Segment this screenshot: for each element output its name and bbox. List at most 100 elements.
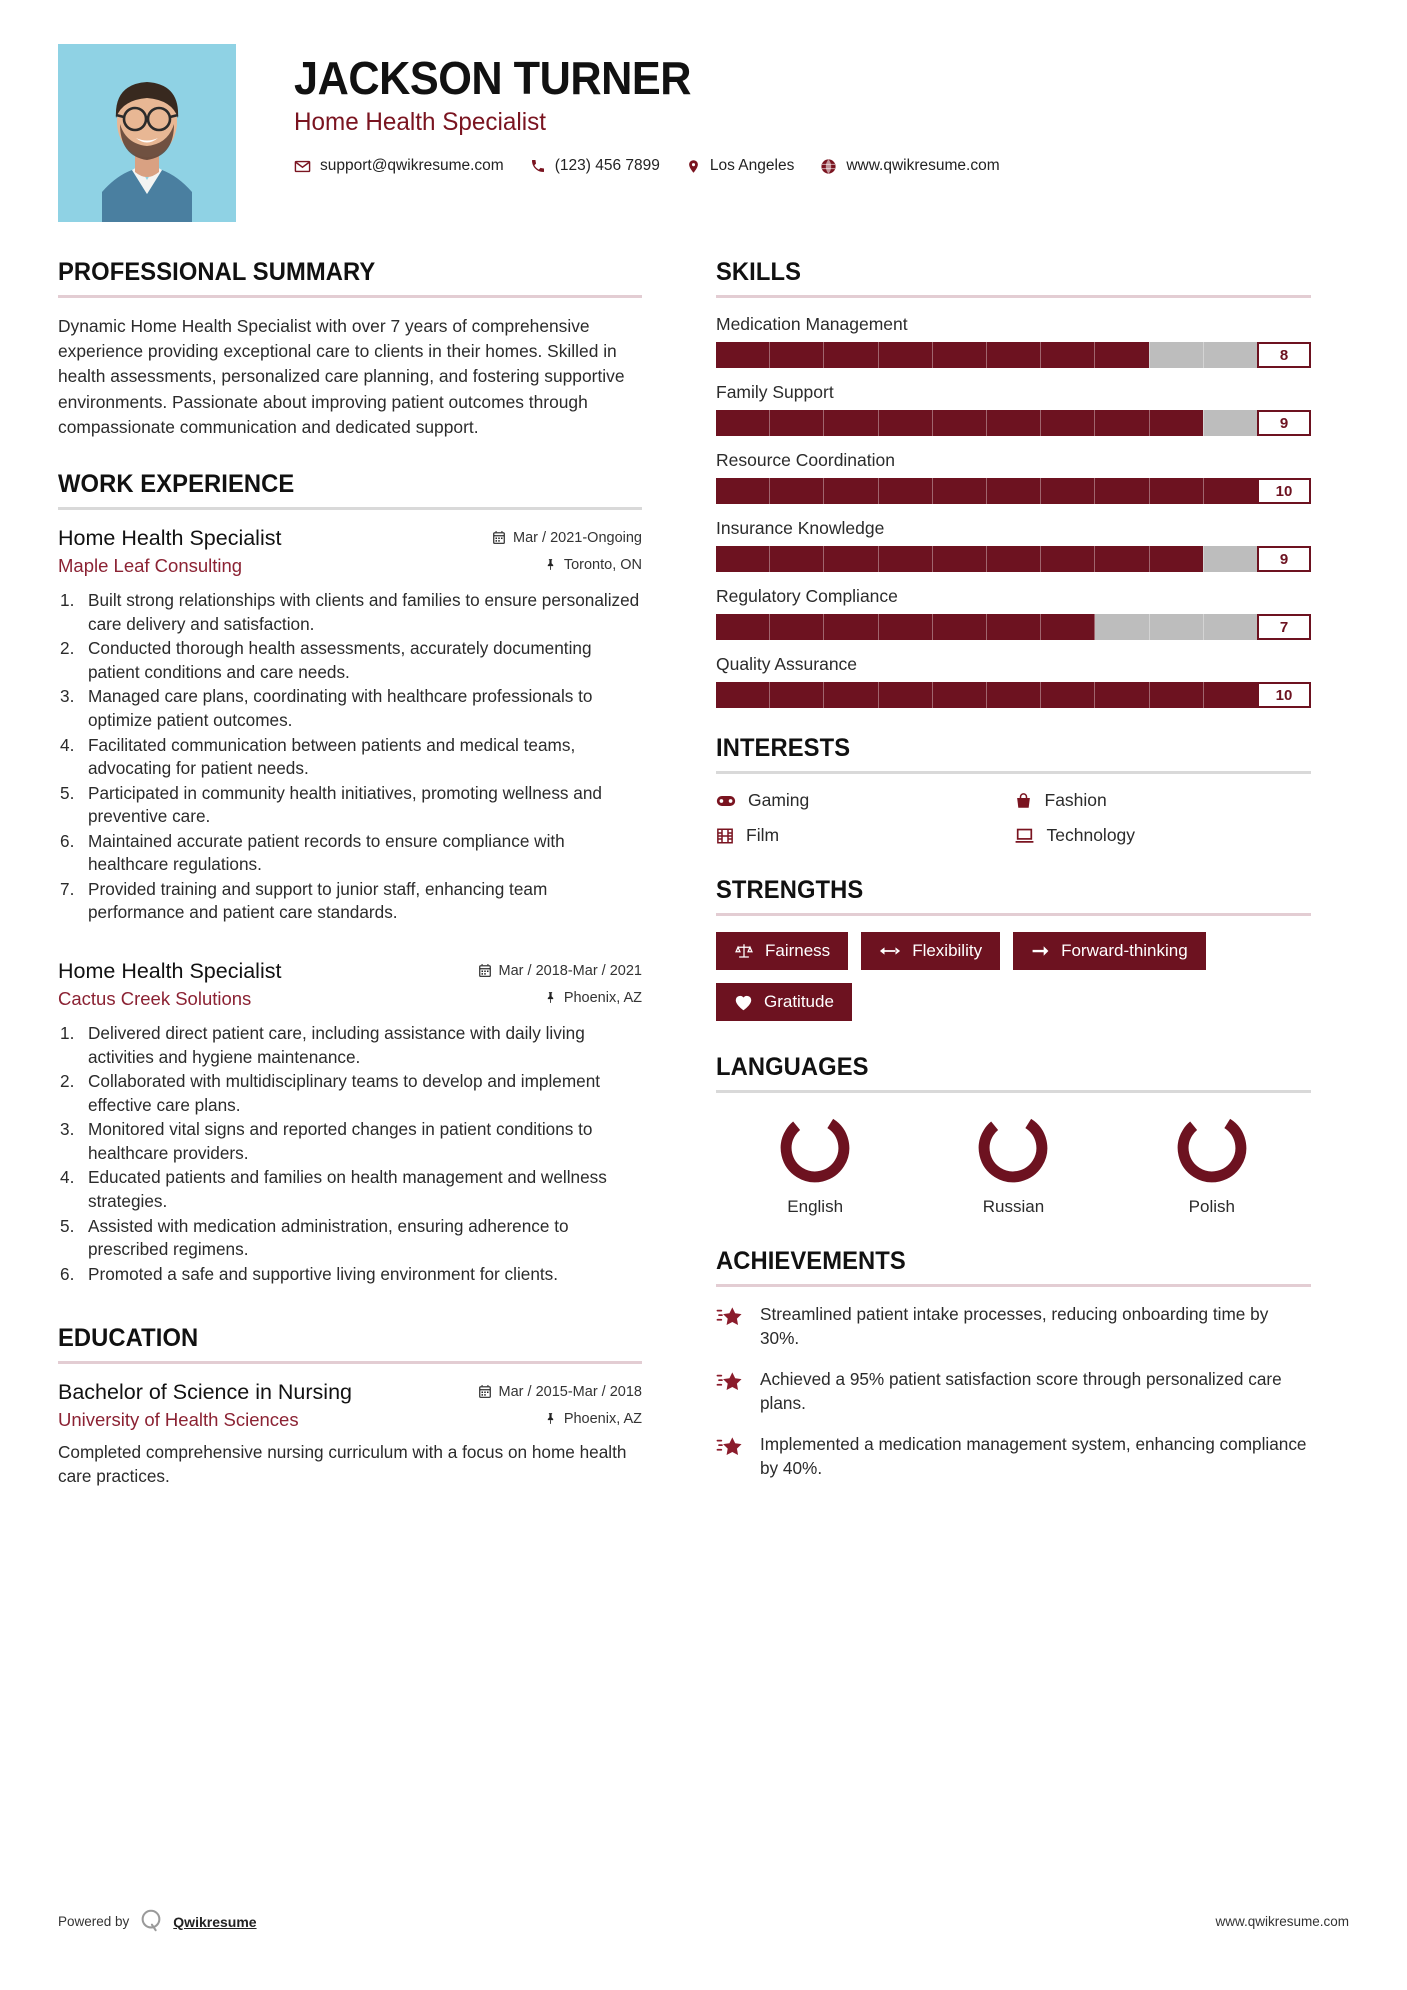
interest-label: Technology — [1046, 825, 1136, 845]
list-item: Participated in community health initiat… — [60, 782, 602, 827]
skill-value: 10 — [1257, 478, 1311, 504]
list-item: Managed care plans, coordinating with he… — [60, 685, 593, 730]
work-entry-subheader: Maple Leaf Consulting Toronto, ON — [58, 551, 642, 577]
skill-track — [716, 682, 1257, 708]
skill-value: 8 — [1257, 342, 1311, 368]
strength-label: Flexibility — [912, 941, 983, 960]
list-item: Built strong relationships with clients … — [60, 589, 640, 634]
interests-grid: Gaming Fashion — [716, 790, 1311, 846]
section-divider — [716, 771, 1311, 774]
work-location: Phoenix, AZ — [544, 990, 642, 1006]
work-company: Cactus Creek Solutions — [58, 988, 252, 1010]
skill-row: Resource Coordination 10 — [716, 450, 1311, 504]
section-divider — [716, 1090, 1311, 1093]
work-dates: Mar / 2018-Mar / 2021 — [478, 963, 642, 979]
list-item: Facilitated communication between patien… — [60, 734, 576, 779]
interest-item: Technology — [1014, 825, 1312, 846]
contact-website-text: www.qwikresume.com — [846, 157, 1000, 175]
work-dates-text: Mar / 2021-Ongoing — [513, 529, 642, 546]
education-location: Phoenix, AZ — [544, 1411, 642, 1427]
list-item: Educated patients and families on health… — [60, 1166, 607, 1211]
interest-item: Film — [716, 825, 1014, 846]
envelope-icon — [294, 158, 311, 175]
section-title-education: EDUCATION — [58, 1324, 199, 1353]
section-education: EDUCATION Bachelor of Science in Nursing — [58, 1324, 642, 1488]
education-dates-text: Mar / 2015-Mar / 2018 — [498, 1383, 642, 1400]
arrow-right-icon — [1031, 943, 1050, 959]
language-progress-ring — [979, 1113, 1048, 1183]
education-entry: Bachelor of Science in Nursing — [58, 1380, 642, 1488]
contact-website[interactable]: www.qwikresume.com — [820, 157, 1000, 175]
skill-bar: 9 — [716, 410, 1311, 436]
strength-label: Gratitude — [764, 992, 834, 1011]
interest-label: Film — [746, 825, 780, 845]
skill-fill — [716, 614, 1095, 640]
skill-row: Quality Assurance 10 — [716, 654, 1311, 708]
skill-value: 7 — [1257, 614, 1311, 640]
work-entry: Home Health Specialist — [58, 959, 642, 1286]
language-progress-ring — [1177, 1113, 1247, 1183]
interest-label: Gaming — [748, 790, 810, 810]
content-columns: PROFESSIONAL SUMMARY Dynamic Home Health… — [58, 258, 1349, 1498]
section-divider — [58, 295, 642, 298]
achievement-item: Achieved a 95% patient satisfaction scor… — [716, 1368, 1311, 1415]
section-languages: LANGUAGES English Russian — [716, 1053, 1311, 1217]
footer-brand-link[interactable]: Qwikresume — [173, 1913, 257, 1930]
avatar — [58, 44, 236, 222]
resume-header: JACKSON TURNER Home Health Specialist su… — [58, 44, 1349, 224]
section-title-languages: LANGUAGES — [716, 1053, 869, 1081]
arrows-horizontal-icon — [879, 943, 901, 959]
calendar-icon — [492, 530, 506, 545]
skill-label: Insurance Knowledge — [716, 518, 885, 538]
section-divider — [716, 1284, 1311, 1287]
education-entry-subheader: University of Health Sciences Phoenix, A… — [58, 1405, 642, 1431]
education-entry-header: Bachelor of Science in Nursing — [58, 1380, 642, 1405]
skill-value: 9 — [1257, 546, 1311, 572]
left-column: PROFESSIONAL SUMMARY Dynamic Home Health… — [58, 258, 678, 1498]
contact-row: support@qwikresume.com (123) 456 7899 — [294, 157, 1349, 175]
skill-bar: 9 — [716, 546, 1311, 572]
calendar-icon — [478, 1384, 492, 1399]
skill-fill — [716, 410, 1203, 436]
skill-label: Regulatory Compliance — [716, 586, 898, 606]
profile-photo-illustration — [58, 44, 236, 222]
section-achievements: ACHIEVEMENTS Streamlined patient intake … — [716, 1247, 1311, 1480]
work-entry-header: Home Health Specialist — [58, 526, 642, 551]
section-divider — [716, 913, 1311, 916]
skill-bar: 10 — [716, 682, 1311, 708]
skill-track — [716, 546, 1257, 572]
section-title-strengths: STRENGTHS — [716, 876, 864, 904]
language-label: Russian — [982, 1197, 1045, 1216]
strength-chip-flexibility: Flexibility — [861, 932, 1001, 970]
list-item: Collaborated with multidisciplinary team… — [60, 1070, 601, 1115]
qwikresume-logo-icon — [138, 1907, 164, 1936]
footer-website[interactable]: www.qwikresume.com — [1215, 1914, 1349, 1929]
contact-phone[interactable]: (123) 456 7899 — [530, 157, 660, 175]
section-work-experience: WORK EXPERIENCE Home Health Specialist — [58, 470, 642, 1286]
languages-list: English Russian Polish — [716, 1109, 1311, 1217]
skill-track — [716, 342, 1257, 368]
contact-location-text: Los Angeles — [709, 157, 795, 175]
section-divider — [58, 507, 642, 511]
pushpin-icon — [544, 557, 557, 572]
language-item: Polish — [1113, 1109, 1311, 1217]
heart-icon — [734, 994, 753, 1011]
contact-email[interactable]: support@qwikresume.com — [294, 157, 504, 175]
strength-label: Forward-thinking — [1061, 941, 1188, 960]
interest-item: Fashion — [1014, 790, 1312, 811]
education-degree: Bachelor of Science in Nursing — [58, 1380, 352, 1405]
strength-chip-fairness: Fairness — [716, 932, 849, 970]
section-title-skills: SKILLS — [716, 258, 802, 286]
language-item: English — [716, 1109, 914, 1217]
skill-row: Insurance Knowledge 9 — [716, 518, 1311, 572]
strength-chip-gratitude: Gratitude — [716, 983, 852, 1021]
work-location-text: Toronto, ON — [563, 556, 642, 573]
work-entry-subheader: Cactus Creek Solutions Phoenix, AZ — [58, 984, 642, 1010]
header-text-block: JACKSON TURNER Home Health Specialist su… — [236, 44, 1349, 175]
laptop-icon — [1014, 827, 1035, 844]
achievement-text: Achieved a 95% patient satisfaction scor… — [760, 1369, 1282, 1413]
education-description: Completed comprehensive nursing curricul… — [58, 1442, 627, 1486]
strengths-list: Fairness Flexibility — [716, 932, 1311, 1021]
work-entry-header: Home Health Specialist — [58, 959, 642, 984]
